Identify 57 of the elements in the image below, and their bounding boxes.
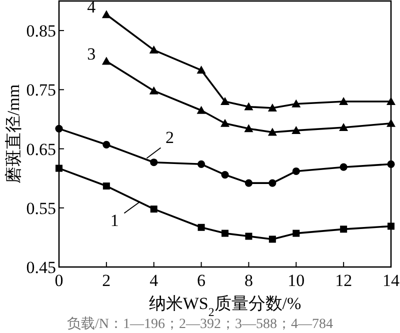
x-axis-title: 纳米WS$_{2}$质量分数/% [148, 294, 302, 319]
point [244, 179, 253, 187]
annotation: 3 [87, 44, 96, 64]
point [56, 164, 62, 172]
point [198, 224, 205, 231]
point [196, 66, 206, 74]
x-tick-label: 4 [150, 271, 159, 290]
point [386, 118, 396, 127]
point [268, 236, 276, 243]
point [102, 182, 110, 190]
point [268, 103, 277, 112]
y-tick-label: 0.55 [26, 198, 56, 218]
point [102, 140, 110, 148]
point [339, 96, 348, 105]
annotation: 4 [87, 0, 96, 17]
text: 负载/N：1—196；2—392；3—588；4—784 [67, 316, 333, 332]
point [150, 206, 158, 213]
point [340, 226, 348, 233]
point [268, 179, 276, 187]
point [102, 10, 111, 18]
point [222, 230, 228, 237]
point [245, 232, 252, 240]
x-tick-label: 2 [102, 271, 111, 290]
y-tick-label: 0.65 [26, 140, 56, 159]
x-tick-label: 12 [335, 271, 352, 290]
point [268, 128, 277, 136]
point [388, 222, 394, 230]
point [244, 124, 254, 132]
y-axis-title: 磨斑直径/mm [4, 84, 23, 184]
point [292, 167, 300, 176]
point [292, 230, 300, 237]
point [339, 123, 348, 131]
y-tick-label: 0.85 [26, 22, 56, 41]
point [220, 118, 230, 127]
point [340, 163, 348, 171]
annotation: 1 [110, 210, 119, 230]
x-tick-label: 10 [288, 271, 305, 290]
y-tick-label: 0.75 [26, 80, 56, 100]
point [55, 124, 63, 132]
point [221, 170, 229, 179]
point [150, 158, 158, 166]
point [149, 46, 158, 54]
x-tick-label: 0 [54, 271, 64, 290]
annotation: 2 [165, 128, 174, 148]
point [149, 86, 158, 94]
y-tick-label: 0.45 [26, 258, 56, 277]
point [102, 56, 111, 65]
x-tick-label: 6 [197, 271, 206, 290]
point [220, 96, 230, 105]
point [292, 99, 301, 108]
point [387, 160, 395, 168]
point [197, 160, 206, 168]
x-tick-label: 8 [244, 271, 253, 290]
point [244, 102, 254, 110]
x-tick-label: 14 [382, 271, 400, 290]
point [196, 106, 206, 114]
point [292, 126, 301, 134]
